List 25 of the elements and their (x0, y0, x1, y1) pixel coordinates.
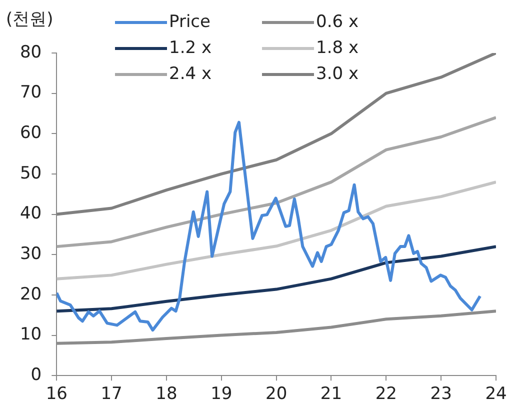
x-tick-label: 16 (46, 384, 68, 404)
y-axis-title: (천원) (6, 9, 54, 30)
x-tick-label: 17 (100, 384, 122, 404)
x-tick-label: 23 (430, 384, 452, 404)
y-tick-label: 30 (20, 244, 42, 264)
legend-label: 2.4 x (169, 64, 212, 84)
x-tick-label: 18 (156, 384, 178, 404)
x-tick-label: 19 (210, 384, 232, 404)
x-tick-label: 21 (320, 384, 342, 404)
y-tick-label: 0 (30, 365, 42, 386)
y-tick-label: 50 (20, 163, 42, 184)
legend-label: Price (169, 12, 210, 32)
y-tick-label: 40 (20, 204, 42, 224)
x-tick-label: 24 (485, 384, 507, 404)
y-tick-label: 20 (20, 284, 42, 304)
legend-label: 1.2 x (169, 38, 212, 58)
x-tick-label: 22 (375, 384, 397, 404)
y-tick-label: 80 (20, 42, 42, 62)
legend-label: 1.8 x (316, 38, 358, 58)
y-tick-label: 70 (20, 82, 42, 103)
y-tick-label: 60 (20, 123, 42, 144)
legend-label: 0.6 x (316, 12, 358, 32)
legend-label: 3.0 x (316, 64, 358, 84)
y-tick-label: 10 (20, 324, 42, 345)
x-tick-label: 20 (265, 384, 288, 404)
